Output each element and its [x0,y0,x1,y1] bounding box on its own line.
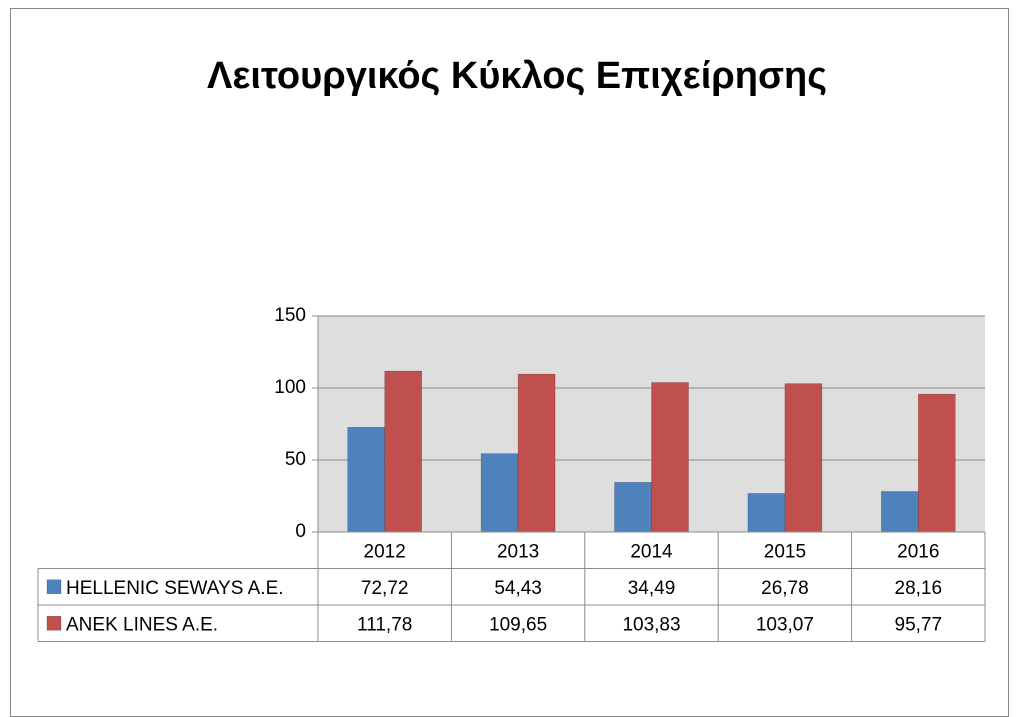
y-tick-label: 50 [285,449,306,470]
table-cell: 28,16 [895,578,943,599]
table-cell: 103,83 [622,614,680,635]
x-tick-label: 2015 [764,541,806,562]
bar [784,383,823,533]
bar [384,370,423,533]
y-tick-label: 100 [274,377,306,398]
table-cell: 54,43 [494,578,542,599]
legend-swatch [46,579,62,595]
chart-title: Λειτουργικός Κύκλος Επιχείρησης [207,55,827,97]
legend-swatch [46,615,62,631]
x-tick-label: 2012 [364,541,406,562]
table-cell: 103,07 [756,614,814,635]
table-cell: 111,78 [357,614,412,635]
bar [917,393,956,533]
y-tick-label: 0 [295,521,306,542]
x-tick-label: 2013 [497,541,539,562]
bar [517,373,556,533]
bar [480,453,519,533]
legend-label: ANEK LINES A.E. [66,614,218,635]
bar [747,493,786,533]
x-tick-label: 2014 [630,541,673,562]
table-cell: 34,49 [628,578,676,599]
legend-label: HELLENIC SEWAYS A.E. [66,578,284,599]
bar [651,382,689,533]
bar [880,491,919,533]
x-tick-label: 2016 [897,541,939,562]
bar [347,426,386,533]
table-cell: 72,72 [361,578,409,599]
bar [614,482,652,533]
table-cell: 26,78 [761,578,809,599]
table-cell: 95,77 [895,614,943,635]
y-tick-label: 150 [274,305,306,326]
table-cell: 109,65 [489,614,547,635]
